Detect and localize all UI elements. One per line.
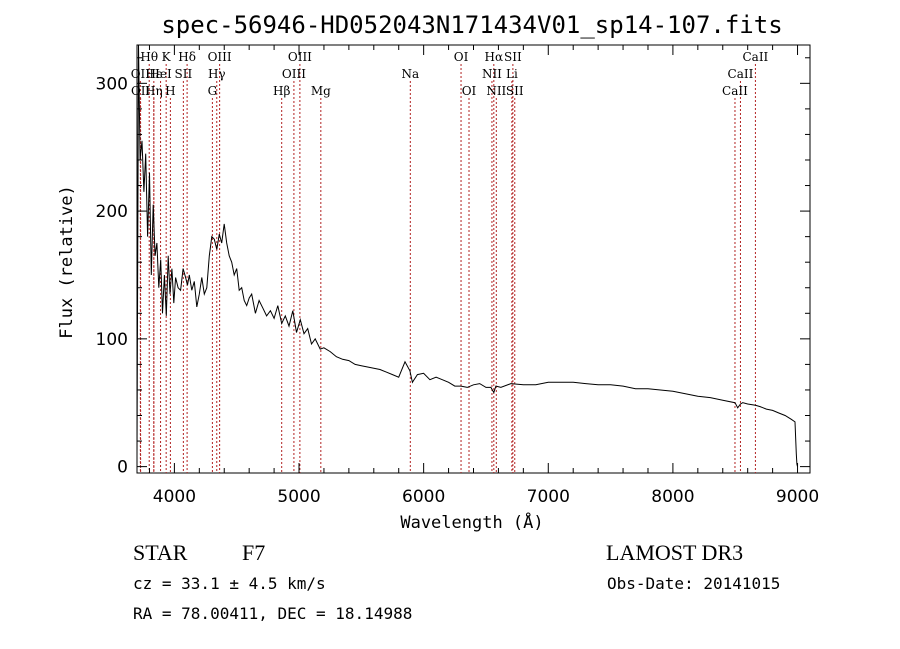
line-label-sii: SII (504, 50, 522, 64)
coordinates-text: RA = 78.00411, DEC = 18.14988 (133, 604, 412, 623)
spectrum-line (136, 44, 798, 467)
y-tick-label: 200 (96, 202, 128, 222)
line-label-hγ: Hγ (208, 67, 226, 81)
line-label-hα: Hα (485, 50, 504, 64)
line-label-hη: Hη (145, 84, 163, 98)
x-tick-label: 8000 (651, 487, 694, 507)
line-label-nii: NII (482, 67, 502, 81)
line-label-hε: Hε (145, 67, 162, 81)
line-label-oi: OI (454, 50, 469, 64)
line-label-oii: OII (131, 67, 151, 81)
x-axis-title: Wavelength (Å) (400, 511, 543, 533)
x-tick-label: 5000 (277, 487, 320, 507)
y-tick-label: 0 (117, 458, 128, 478)
plot-frame (136, 44, 811, 474)
line-label-hθ: Hθ (140, 50, 158, 64)
redshift-text: cz = 33.1 ± 4.5 km/s (133, 574, 326, 593)
survey-name: LAMOST DR3 (606, 540, 743, 565)
chart-title: spec-56946-HD052043N171434V01_sp14-107.f… (161, 11, 782, 39)
line-label-hδ: Hδ (178, 50, 196, 64)
x-tick-label: 7000 (527, 487, 570, 507)
object-subclass: F7 (242, 540, 265, 565)
line-label-oi: OI (462, 84, 477, 98)
line-label-oiii: OIII (288, 50, 312, 64)
x-tick-label: 9000 (776, 487, 819, 507)
line-label-oii: OII (131, 84, 151, 98)
line-label-sii: SII (175, 67, 193, 81)
line-label-h: H (165, 84, 175, 98)
y-tick-label: 300 (96, 74, 128, 94)
line-label-caii: CaII (728, 67, 754, 81)
y-tick-label: 100 (96, 330, 128, 350)
line-label-caii: CaII (722, 84, 748, 98)
line-label-oiii: OIII (282, 67, 306, 81)
line-label-sii: SII (506, 84, 524, 98)
line-label-oiii: OIII (208, 50, 232, 64)
object-class: STAR (133, 540, 188, 565)
x-axis-ticks: 4000 5000 6000 7000 8000 9000 (148, 45, 819, 507)
obs-date-text: Obs-Date: 20141015 (607, 574, 780, 593)
y-axis-ticks: 0 100 200 300 (96, 57, 810, 478)
line-label-na: Na (401, 67, 419, 81)
line-label-nii: NII (486, 84, 506, 98)
line-label-mg: Mg (311, 84, 331, 98)
line-label-caii: CaII (742, 50, 768, 64)
line-label-li: Li (506, 67, 518, 81)
line-label-k: K (162, 50, 172, 64)
line-label-hβ: Hβ (273, 84, 290, 98)
line-label-hei: HeI (149, 67, 172, 81)
x-tick-label: 6000 (402, 487, 445, 507)
x-tick-label: 4000 (153, 487, 196, 507)
line-label-g: G (208, 84, 218, 98)
y-axis-title: Flux (relative) (57, 185, 77, 339)
spectral-line-markers (139, 64, 756, 473)
